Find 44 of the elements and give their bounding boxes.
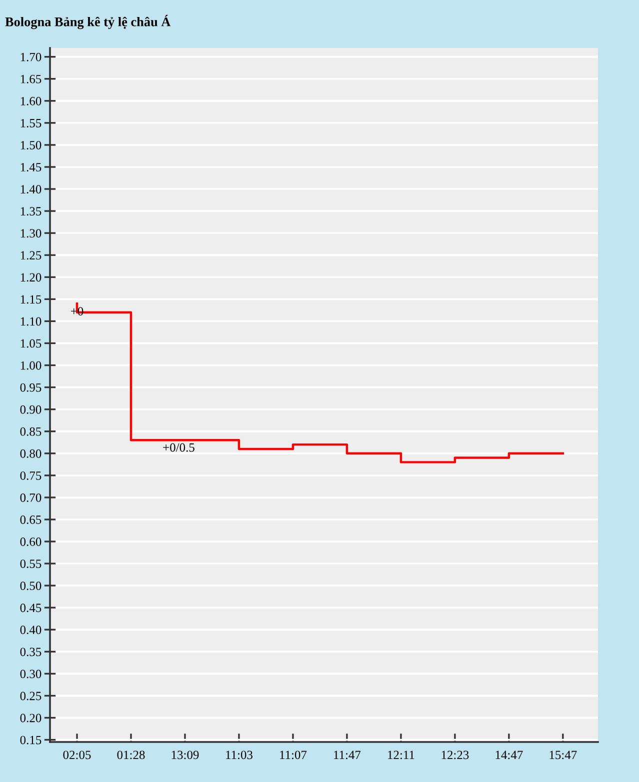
- y-tick-label: 1.60: [20, 96, 42, 106]
- y-tick-label: 0.65: [20, 516, 42, 524]
- y-tick-label: 1.65: [20, 74, 42, 84]
- y-tick-label: 1.55: [20, 118, 42, 128]
- y-tick-label: 0.40: [20, 626, 42, 634]
- y-tick-label: 1.35: [20, 207, 42, 216]
- y-tick-label: 1.05: [20, 339, 42, 348]
- x-tick-label: 15:47: [550, 750, 577, 760]
- x-tick-label: 14:47: [496, 750, 523, 760]
- y-tick-label: 0.45: [20, 604, 42, 612]
- y-tick-label: 0.55: [20, 560, 42, 568]
- y-tick-label: 1.25: [20, 251, 42, 260]
- y-tick-label: 0.75: [20, 471, 42, 480]
- y-tick-label: 0.15: [20, 736, 42, 744]
- y-tick-label: 0.60: [20, 538, 42, 546]
- y-tick-label: 0.70: [20, 493, 42, 502]
- annotation: +0/0.5: [163, 443, 194, 452]
- x-tick-label: 11:03: [226, 750, 252, 760]
- y-tick-label: 1.45: [20, 163, 42, 172]
- y-tick-label: 0.20: [20, 714, 42, 722]
- y-tick-label: 0.90: [20, 405, 42, 414]
- y-tick-label: 0.95: [20, 383, 42, 392]
- y-tick-label: 1.20: [20, 273, 42, 282]
- x-tick-label: 12:11: [388, 750, 414, 760]
- y-tick-label: 1.15: [20, 295, 42, 304]
- y-tick-label: 1.70: [20, 52, 42, 62]
- y-tick-label: 0.50: [20, 582, 42, 590]
- x-tick-label: 11:47: [334, 750, 361, 760]
- y-tick-label: 1.00: [20, 361, 42, 370]
- y-tick-label: 0.35: [20, 648, 42, 656]
- y-tick-label: 1.10: [20, 317, 42, 326]
- x-tick-label: 01:28: [117, 750, 145, 760]
- y-tick-label: 0.25: [20, 692, 42, 700]
- y-tick-label: 1.30: [20, 229, 42, 238]
- x-tick-label: 02:05: [63, 750, 91, 760]
- y-tick-label: 0.80: [20, 449, 42, 458]
- x-tick-label: 13:09: [172, 750, 199, 760]
- y-tick-label: 1.40: [20, 185, 42, 194]
- y-tick-label: 0.30: [20, 670, 42, 678]
- chart-title: Bologna Bảng kê tỷ lệ châu Á: [5, 14, 171, 30]
- x-tick-label: 11:07: [280, 750, 307, 760]
- x-tick-label: 12:23: [442, 750, 469, 760]
- y-tick-label: 1.50: [20, 140, 42, 150]
- y-tick-label: 0.85: [20, 427, 42, 436]
